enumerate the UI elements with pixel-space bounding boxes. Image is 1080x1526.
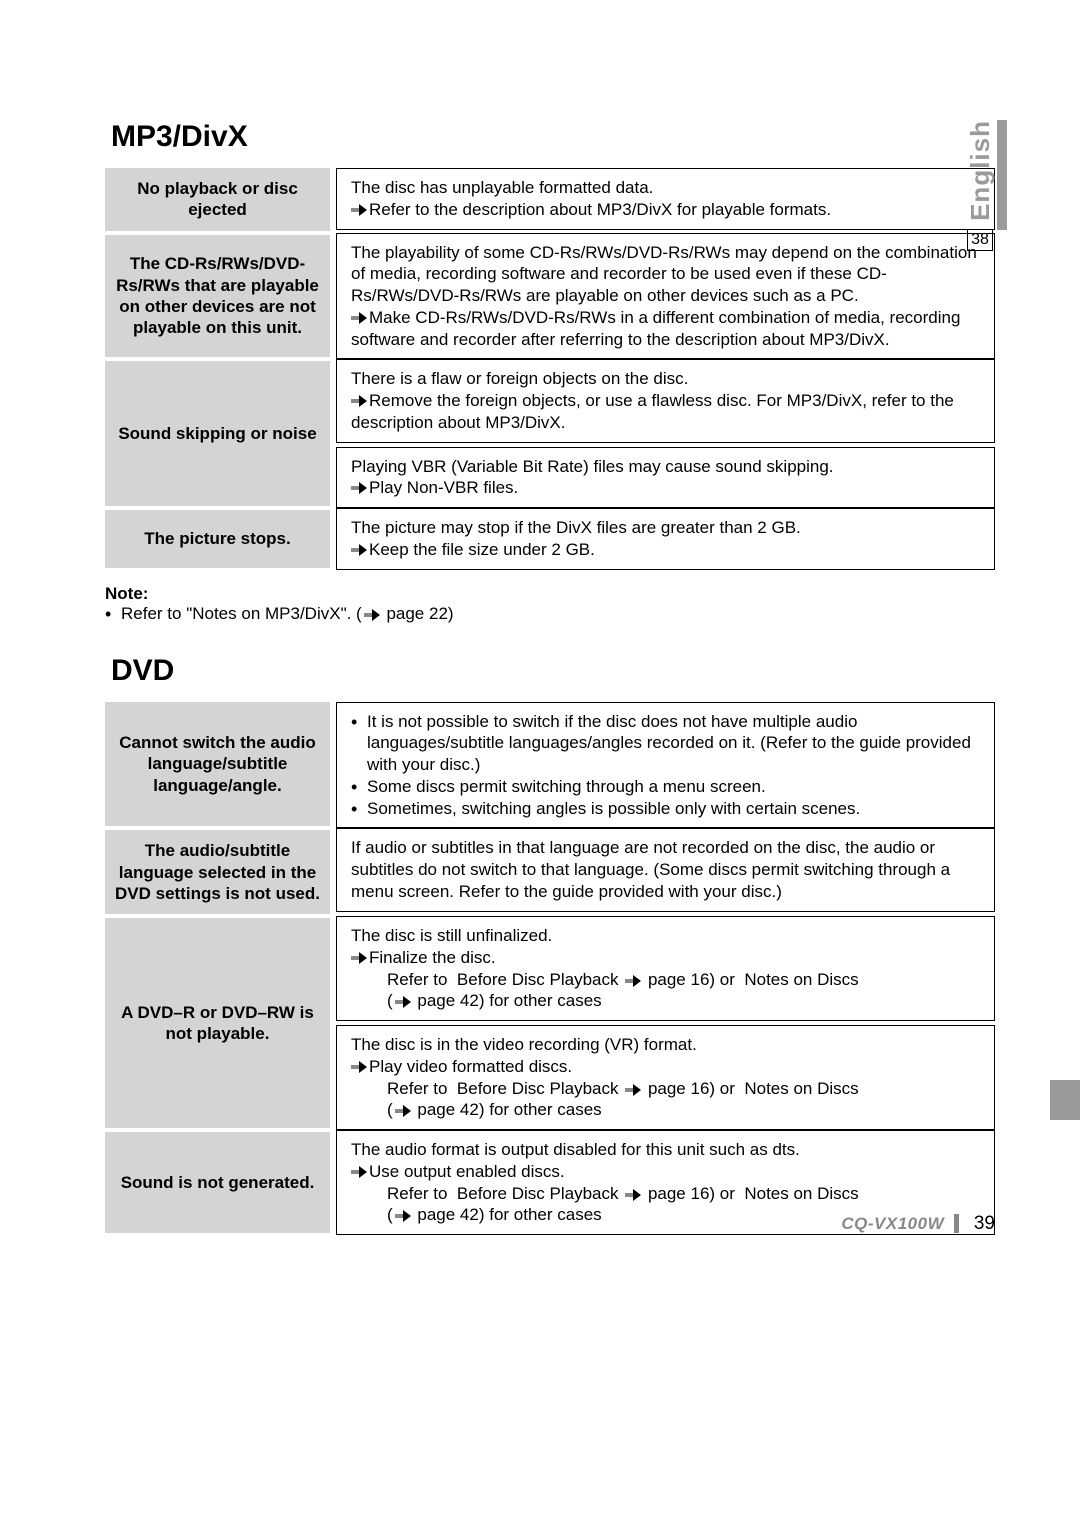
desc-action: Play Non-VBR files.	[351, 477, 982, 499]
desc-text: The disc is in the video recording (VR) …	[351, 1034, 982, 1056]
arrow-icon	[351, 1161, 369, 1183]
desc-cell: Playing VBR (Variable Bit Rate) files ma…	[336, 447, 995, 509]
footer-model: CQ-VX100W	[841, 1214, 959, 1233]
desc-bullet: It is not possible to switch if the disc…	[351, 711, 982, 776]
side-tab-bar	[997, 120, 1007, 230]
arrow-icon	[362, 604, 382, 623]
desc-bullet: Some discs permit switching through a me…	[351, 776, 982, 798]
desc-cell: The disc has unplayable formatted data.R…	[336, 168, 995, 230]
table-row: The CD-Rs/RWs/DVD-Rs/RWs that are playab…	[105, 233, 995, 360]
desc-ref: Refer to Before Disc Playback page 16) o…	[351, 969, 982, 991]
desc-column: The playability of some CD-Rs/RWs/DVD-Rs…	[330, 233, 995, 360]
desc-cell: The picture may stop if the DivX files a…	[336, 508, 995, 570]
desc-column: If audio or subtitles in that language a…	[330, 828, 995, 916]
desc-text: The disc has unplayable formatted data.	[351, 177, 982, 199]
desc-text: The playability of some CD-Rs/RWs/DVD-Rs…	[351, 242, 982, 307]
symptom-label: Sound is not generated.	[105, 1130, 330, 1235]
section-dvd: DVD Cannot switch the audio language/sub…	[105, 654, 995, 1236]
desc-cell: There is a flaw or foreign objects on th…	[336, 359, 995, 442]
symptom-label: A DVD–R or DVD–RW is not playable.	[105, 916, 330, 1130]
desc-column: The disc has unplayable formatted data.R…	[330, 168, 995, 233]
desc-column: The disc is still unfinalized.Finalize t…	[330, 916, 995, 1130]
desc-ref: Refer to Before Disc Playback page 16) o…	[351, 1183, 982, 1205]
arrow-icon	[351, 477, 369, 499]
arrow-icon	[351, 307, 369, 329]
page-footer: CQ-VX100W 39	[841, 1213, 995, 1235]
desc-cell: It is not possible to switch if the disc…	[336, 702, 995, 829]
arrow-icon	[623, 1184, 643, 1203]
desc-text: The disc is still unfinalized.	[351, 925, 982, 947]
side-grey-stub	[1050, 1080, 1080, 1120]
desc-column: It is not possible to switch if the disc…	[330, 702, 995, 829]
desc-action: Remove the foreign objects, or use a fla…	[351, 390, 982, 434]
arrow-icon	[623, 1079, 643, 1098]
side-page-ref: 38	[967, 229, 993, 251]
note-text: Refer to "Notes on MP3/DivX". ( page 22)	[105, 604, 454, 623]
desc-ref: ( page 42) for other cases	[351, 990, 982, 1012]
symptom-label: The audio/subtitle language selected in …	[105, 828, 330, 916]
side-language-label: English	[965, 120, 996, 221]
section-title: DVD	[111, 654, 995, 688]
arrow-icon	[393, 991, 413, 1010]
desc-action: Keep the file size under 2 GB.	[351, 539, 982, 561]
desc-ref: Refer to Before Disc Playback page 16) o…	[351, 1078, 982, 1100]
desc-ref: ( page 42) for other cases	[351, 1099, 982, 1121]
manual-page: English 38 MP3/DivX No playback or disc …	[0, 0, 1080, 1285]
table-row: The audio/subtitle language selected in …	[105, 828, 995, 916]
symptom-label: Cannot switch the audio language/subtitl…	[105, 702, 330, 829]
desc-cell: If audio or subtitles in that language a…	[336, 828, 995, 911]
symptom-label: The CD-Rs/RWs/DVD-Rs/RWs that are playab…	[105, 233, 330, 360]
desc-cell: The disc is in the video recording (VR) …	[336, 1025, 995, 1130]
arrow-icon	[351, 1056, 369, 1078]
desc-text: The picture may stop if the DivX files a…	[351, 517, 982, 539]
table-row: Cannot switch the audio language/subtitl…	[105, 702, 995, 829]
table-row: Sound skipping or noise There is a flaw o…	[105, 359, 995, 508]
arrow-icon	[351, 947, 369, 969]
desc-column: There is a flaw or foreign objects on th…	[330, 359, 995, 508]
desc-column: The picture may stop if the DivX files a…	[330, 508, 995, 570]
note-block: Note: Refer to "Notes on MP3/DivX". ( pa…	[105, 584, 995, 624]
desc-bullet: Sometimes, switching angles is possible …	[351, 798, 982, 820]
desc-action: Finalize the disc.	[351, 947, 982, 969]
table-row: The picture stops. The picture may stop i…	[105, 508, 995, 570]
desc-action: Make CD-Rs/RWs/DVD-Rs/RWs in a different…	[351, 307, 982, 351]
section-mp3divx: MP3/DivX No playback or disc ejectedThe …	[105, 120, 995, 624]
desc-cell: The disc is still unfinalized.Finalize t…	[336, 916, 995, 1021]
arrow-icon	[351, 539, 369, 561]
table-row: No playback or disc ejectedThe disc has …	[105, 168, 995, 233]
footer-page-number: 39	[974, 1213, 995, 1234]
table-row: A DVD–R or DVD–RW is not playable.The di…	[105, 916, 995, 1130]
troubleshoot-table-mp3: No playback or disc ejectedThe disc has …	[105, 168, 995, 570]
desc-action: Use output enabled discs.	[351, 1161, 982, 1183]
desc-cell: The playability of some CD-Rs/RWs/DVD-Rs…	[336, 233, 995, 360]
section-title: MP3/DivX	[111, 120, 995, 154]
arrow-icon	[393, 1205, 413, 1224]
desc-text: The audio format is output disabled for …	[351, 1139, 982, 1161]
arrow-icon	[393, 1100, 413, 1119]
desc-text: Playing VBR (Variable Bit Rate) files ma…	[351, 456, 982, 478]
symptom-label: The picture stops.	[105, 508, 330, 570]
desc-text: If audio or subtitles in that language a…	[351, 837, 982, 902]
side-tab: English 38	[965, 120, 995, 251]
arrow-icon	[351, 199, 369, 221]
desc-text: There is a flaw or foreign objects on th…	[351, 368, 982, 390]
arrow-icon	[623, 970, 643, 989]
desc-action: Play video formatted discs.	[351, 1056, 982, 1078]
arrow-icon	[351, 390, 369, 412]
desc-action: Refer to the description about MP3/DivX …	[351, 199, 982, 221]
symptom-label: Sound skipping or noise	[105, 359, 330, 508]
symptom-label: No playback or disc ejected	[105, 168, 330, 233]
troubleshoot-table-dvd: Cannot switch the audio language/subtitl…	[105, 702, 995, 1236]
note-title: Note:	[105, 584, 148, 603]
